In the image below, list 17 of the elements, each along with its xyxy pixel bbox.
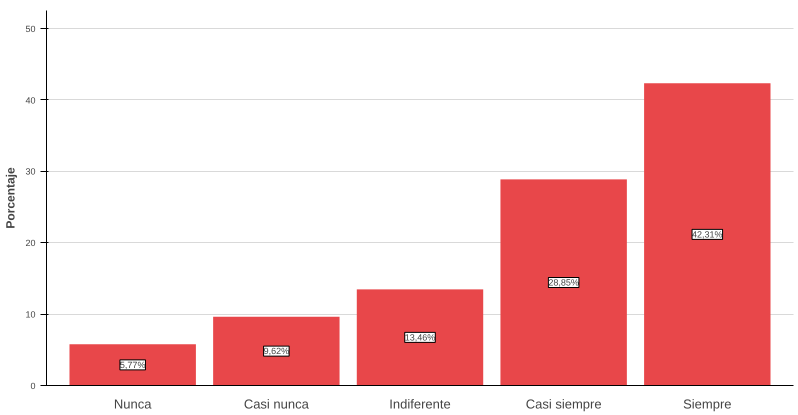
- bar: [213, 316, 340, 386]
- y-tick-label: 30: [25, 166, 36, 177]
- x-tick-label: Nunca: [114, 396, 152, 412]
- y-tick-label: 50: [25, 24, 36, 34]
- bar: [69, 344, 196, 386]
- y-tick-label: 10: [25, 310, 36, 320]
- x-tick-label: Siempre: [683, 396, 732, 412]
- y-axis-title: Porcentaje: [3, 166, 18, 229]
- bar: [356, 289, 484, 386]
- bar: [644, 83, 771, 386]
- x-tick-label: Indiferente: [389, 396, 451, 412]
- y-tick-label: 0: [30, 381, 36, 391]
- x-tick-label: Casi nunca: [244, 396, 310, 412]
- y-tick-label: 40: [25, 95, 36, 106]
- bar: [500, 179, 627, 386]
- y-tick-label: 20: [25, 238, 36, 248]
- x-tick-label: Casi siempre: [526, 396, 602, 412]
